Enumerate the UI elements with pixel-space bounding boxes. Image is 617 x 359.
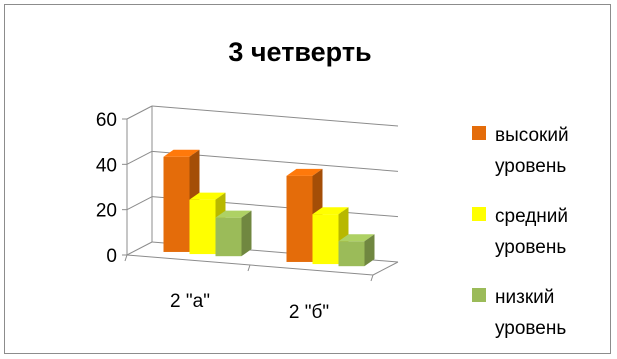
bar-top bbox=[189, 192, 226, 200]
bar-front bbox=[286, 175, 313, 262]
legend-swatch bbox=[472, 126, 486, 140]
chart-title: 3 четверть bbox=[228, 37, 372, 67]
bar-top bbox=[286, 168, 323, 176]
x-tick-label: 2 "а" bbox=[170, 291, 210, 312]
bar-top bbox=[338, 234, 375, 242]
legend-label: средний уровень bbox=[495, 206, 568, 258]
legend-label: низкий уровень bbox=[495, 287, 566, 339]
bar-front bbox=[312, 214, 339, 265]
side-gridline bbox=[126, 150, 153, 165]
legend: высокий уровень средний уровень низкий уровен… bbox=[472, 125, 569, 339]
gridline bbox=[151, 105, 399, 127]
grid-lines bbox=[126, 105, 399, 263]
bar-side bbox=[364, 234, 375, 267]
x-tick-mark bbox=[370, 274, 374, 282]
y-ticks: 0 20 40 60 bbox=[96, 110, 117, 267]
x-tick-label: 2 "б" bbox=[289, 302, 329, 323]
side-gridline bbox=[126, 241, 153, 256]
legend-swatch bbox=[472, 207, 486, 221]
side-gridline bbox=[126, 196, 153, 211]
floor-right-edge bbox=[372, 261, 399, 276]
legend-swatch bbox=[472, 288, 486, 302]
legend-label: высокий уровень bbox=[495, 125, 569, 177]
bar bbox=[286, 168, 323, 262]
bar bbox=[338, 234, 375, 267]
bar-top bbox=[312, 207, 349, 215]
bar-front bbox=[338, 241, 365, 267]
x-tick-mark bbox=[124, 254, 128, 262]
side-gridline bbox=[126, 105, 153, 120]
y-tick-label: 60 bbox=[96, 110, 117, 131]
bar-front bbox=[215, 217, 242, 257]
bar-top bbox=[215, 210, 252, 218]
bar-side bbox=[241, 210, 252, 257]
y-tick-label: 20 bbox=[96, 201, 117, 222]
bar-front bbox=[163, 156, 190, 252]
bar-front bbox=[189, 199, 216, 255]
bar bbox=[215, 210, 252, 257]
x-ticks: 2 "а" 2 "б" bbox=[170, 291, 329, 323]
bars bbox=[163, 149, 375, 267]
bar-top bbox=[163, 149, 200, 157]
chart-walls bbox=[122, 106, 399, 282]
y-tick-label: 40 bbox=[96, 155, 117, 176]
y-tick-label: 0 bbox=[106, 246, 117, 267]
x-tick-mark bbox=[247, 264, 251, 272]
